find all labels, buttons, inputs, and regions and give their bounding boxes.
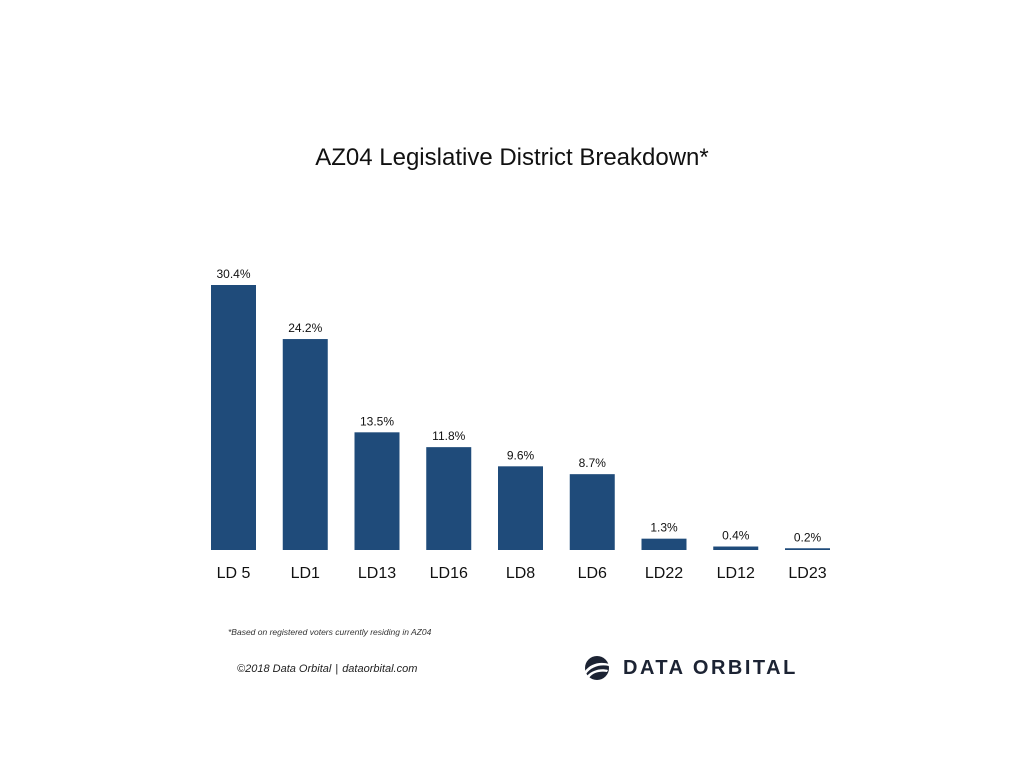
category-label: LD1 [291,565,320,582]
data-orbital-logo: DATA ORBITAL [584,654,798,682]
bar [426,447,472,550]
category-label: LD12 [717,565,755,582]
bar-value-label: 30.4% [216,267,250,281]
bar [498,466,543,550]
copyright: ©2018 Data Orbital | dataorbital.com [237,663,417,675]
bar-value-label: 8.7% [579,456,607,470]
bar-value-label: 9.6% [507,448,535,462]
bars-layer [211,285,830,550]
chart-title: AZ04 Legislative District Breakdown* [315,144,709,171]
bar [785,548,830,550]
category-label: LD13 [358,565,396,582]
bar [354,432,400,550]
logo-text: DATA ORBITAL [623,656,798,679]
bar [713,546,759,550]
bar [282,339,328,550]
bar [641,538,687,550]
category-label: LD8 [506,565,535,582]
website-link[interactable]: dataorbital.com [342,663,418,675]
footer-separator: | [335,663,339,675]
bar-value-label: 0.2% [794,530,822,544]
category-label: LD6 [578,565,607,582]
bar-value-label: 13.5% [360,414,394,428]
bar-value-label: 1.3% [650,521,678,535]
copyright-text: ©2018 Data Orbital [237,663,332,675]
orbital-globe-icon [585,656,609,680]
bar-value-label: 0.4% [722,529,750,543]
category-label: LD 5 [217,565,251,582]
category-labels-layer: LD 5 LD1 LD13 LD16 LD8 LD6 LD22 LD12 LD23 [217,565,827,582]
bar [569,474,615,550]
category-label: LD23 [788,565,826,582]
value-labels-layer: 30.4% 24.2% 13.5% 11.8% 9.6% 8.7% 1.3% 0.4% 0.2% [216,267,821,544]
bar-value-label: 24.2% [288,321,322,335]
bar [211,285,256,550]
footnote: *Based on registered voters currently re… [228,627,432,637]
bar-value-label: 11.8% [432,429,465,443]
category-label: LD22 [645,565,683,582]
category-label: LD16 [430,565,468,582]
